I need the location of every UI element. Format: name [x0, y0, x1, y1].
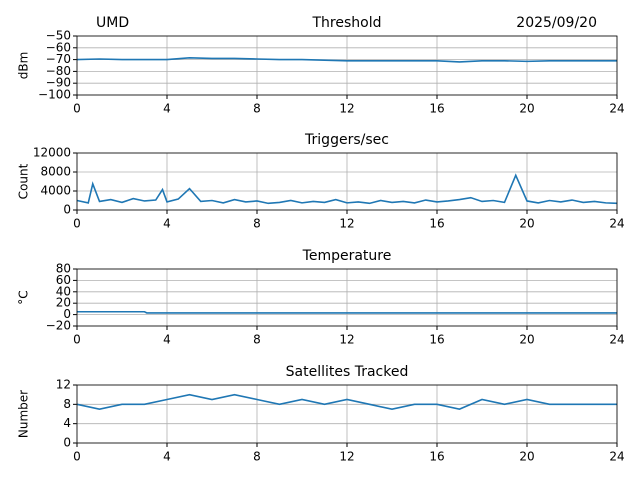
data-line [76, 393, 617, 411]
x-tick-label: 0 [73, 333, 81, 347]
y-tick-label: 4 [63, 416, 71, 430]
y-axis-label: Count [17, 163, 31, 199]
x-tick-label: 0 [73, 450, 81, 464]
y-tick-label: −50 [46, 29, 71, 43]
x-tick-label: 8 [253, 333, 261, 347]
x-tick-label: 4 [163, 217, 171, 231]
x-tick-label: 24 [609, 450, 624, 464]
chart-title: Threshold [312, 15, 382, 31]
x-tick-label: 16 [429, 102, 444, 116]
annotation: UMD [96, 15, 129, 31]
x-tick-label: 20 [519, 217, 534, 231]
y-tick-label: −60 [46, 40, 71, 54]
x-tick-label: 20 [519, 333, 534, 347]
x-tick-label: 4 [163, 333, 171, 347]
annotation: 2025/09/20 [516, 15, 597, 31]
y-tick-label: 0 [63, 203, 71, 217]
chart-title: Temperature [302, 248, 392, 264]
x-tick-label: 8 [253, 217, 261, 231]
x-tick-label: 8 [253, 102, 261, 116]
x-tick-label: 8 [253, 450, 261, 464]
y-tick-label: 0 [63, 307, 71, 321]
y-axis-label: dBm [17, 52, 31, 80]
x-tick-label: 16 [429, 217, 444, 231]
y-tick-label: 12 [56, 378, 71, 392]
y-tick-label: −100 [38, 88, 71, 102]
x-tick-label: 20 [519, 450, 534, 464]
x-tick-label: 24 [609, 333, 624, 347]
y-tick-label: 40 [56, 284, 71, 298]
x-tick-label: 12 [339, 102, 354, 116]
y-axis-label: °C [17, 290, 31, 304]
chart-title: Triggers/sec [304, 132, 389, 148]
x-tick-label: 20 [519, 102, 534, 116]
y-tick-label: −80 [46, 64, 71, 78]
y-tick-label: 80 [56, 262, 71, 276]
y-tick-label: 0 [63, 436, 71, 450]
y-tick-label: 60 [56, 273, 71, 287]
y-tick-label: 12000 [33, 146, 71, 160]
x-tick-label: 12 [339, 333, 354, 347]
plot-frame [76, 152, 618, 211]
y-tick-label: 8000 [40, 165, 71, 179]
x-tick-label: 0 [73, 217, 81, 231]
y-tick-label: −70 [46, 52, 71, 66]
x-tick-label: 0 [73, 102, 81, 116]
x-tick-label: 12 [339, 217, 354, 231]
y-tick-label: 4000 [40, 184, 71, 198]
plot-frame [76, 384, 618, 444]
x-tick-label: 24 [609, 217, 624, 231]
y-axis-label: Number [17, 390, 31, 438]
x-tick-label: 4 [163, 102, 171, 116]
chart-title: Satellites Tracked [286, 364, 409, 380]
y-tick-label: −20 [46, 319, 71, 333]
x-tick-label: 12 [339, 450, 354, 464]
x-tick-label: 24 [609, 102, 624, 116]
plot-frame [76, 268, 618, 327]
plot-frame [76, 35, 618, 96]
data-line [76, 57, 617, 63]
data-line [76, 173, 618, 205]
y-tick-label: −90 [46, 76, 71, 90]
y-tick-label: 8 [63, 397, 71, 411]
data-line [77, 310, 617, 314]
y-tick-label: 20 [56, 296, 71, 310]
x-tick-label: 16 [429, 333, 444, 347]
x-tick-label: 16 [429, 450, 444, 464]
x-tick-label: 4 [163, 450, 171, 464]
